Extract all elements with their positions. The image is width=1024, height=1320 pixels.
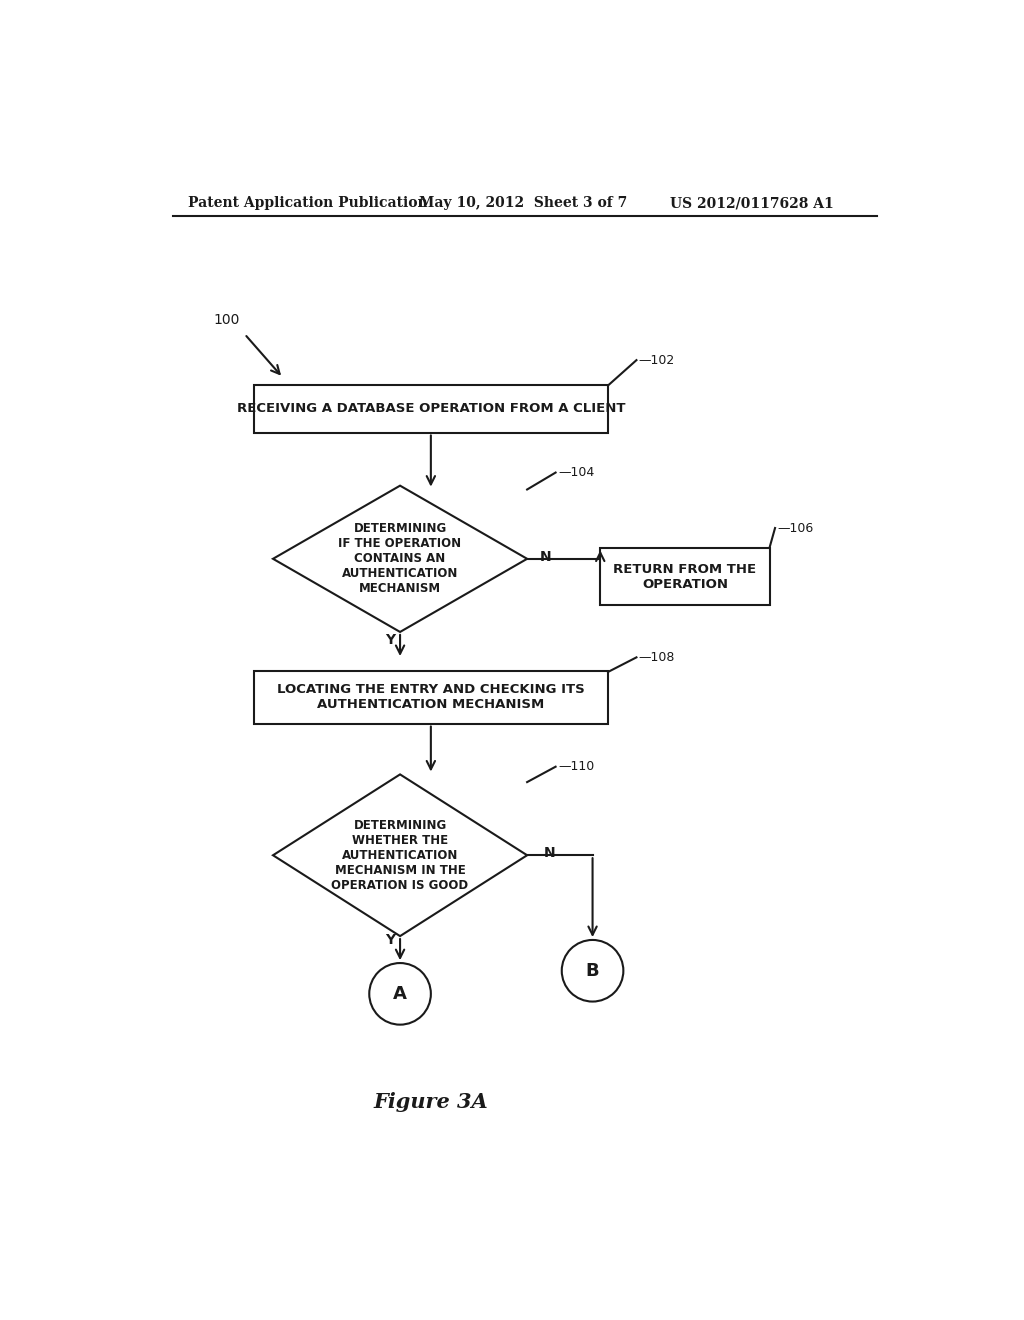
Bar [254,385,608,433]
Text: —102: —102 [639,354,675,367]
Text: —104: —104 [558,466,594,479]
Bar [600,548,770,606]
Text: May 10, 2012  Sheet 3 of 7: May 10, 2012 Sheet 3 of 7 [419,197,628,210]
Text: N: N [541,550,552,564]
Text: Figure 3A: Figure 3A [374,1092,488,1111]
Polygon shape [273,486,527,632]
Text: US 2012/0117628 A1: US 2012/0117628 A1 [670,197,834,210]
Text: LOCATING THE ENTRY AND CHECKING ITS
AUTHENTICATION MECHANISM: LOCATING THE ENTRY AND CHECKING ITS AUTH… [276,684,585,711]
Text: N: N [544,846,556,859]
Text: —106: —106 [777,521,814,535]
Text: RECEIVING A DATABASE OPERATION FROM A CLIENT: RECEIVING A DATABASE OPERATION FROM A CL… [237,403,625,416]
Text: DETERMINING
IF THE OPERATION
CONTAINS AN
AUTHENTICATION
MECHANISM: DETERMINING IF THE OPERATION CONTAINS AN… [339,523,462,595]
Text: —110: —110 [558,760,594,774]
Bar [254,671,608,723]
Text: A: A [393,985,407,1003]
Text: B: B [586,962,599,979]
Circle shape [370,964,431,1024]
Polygon shape [273,775,527,936]
Text: Y: Y [385,632,395,647]
Text: DETERMINING
WHETHER THE
AUTHENTICATION
MECHANISM IN THE
OPERATION IS GOOD: DETERMINING WHETHER THE AUTHENTICATION M… [332,818,469,892]
Text: Patent Application Publication: Patent Application Publication [188,197,428,210]
Text: 100: 100 [214,313,240,327]
Circle shape [562,940,624,1002]
Text: Y: Y [385,933,395,946]
Text: RETURN FROM THE
OPERATION: RETURN FROM THE OPERATION [613,562,757,590]
Text: —108: —108 [639,651,675,664]
